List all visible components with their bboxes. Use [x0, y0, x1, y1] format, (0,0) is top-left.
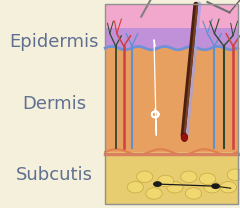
- Bar: [105, 152, 238, 204]
- Ellipse shape: [146, 188, 162, 199]
- Ellipse shape: [220, 181, 236, 193]
- Bar: [105, 28, 238, 48]
- Ellipse shape: [204, 181, 220, 193]
- Text: Subcutis: Subcutis: [16, 166, 93, 184]
- Ellipse shape: [227, 169, 240, 180]
- Ellipse shape: [181, 133, 188, 141]
- Ellipse shape: [157, 175, 174, 187]
- Bar: [105, 48, 238, 152]
- Ellipse shape: [167, 181, 183, 193]
- Text: Dermis: Dermis: [22, 95, 86, 113]
- Text: Epidermis: Epidermis: [9, 33, 99, 51]
- Ellipse shape: [181, 171, 197, 183]
- Ellipse shape: [185, 188, 202, 199]
- Bar: [105, 4, 238, 28]
- Bar: [105, 4, 238, 204]
- Ellipse shape: [127, 181, 144, 193]
- Ellipse shape: [137, 171, 153, 183]
- Ellipse shape: [211, 183, 220, 189]
- Ellipse shape: [199, 173, 216, 185]
- Ellipse shape: [153, 181, 162, 187]
